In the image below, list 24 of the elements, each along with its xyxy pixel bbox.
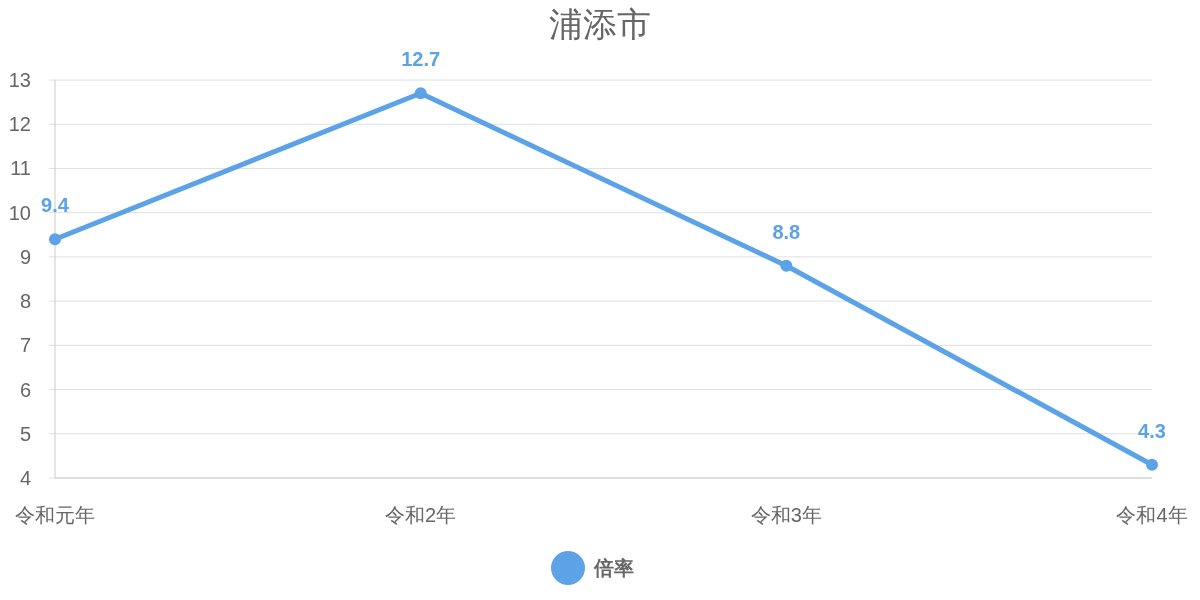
- point: [49, 233, 61, 246]
- data-label: 12.7: [401, 48, 441, 71]
- y-tick-label: 6: [19, 378, 31, 401]
- y-tick-label: 8: [19, 290, 31, 313]
- y-tick-label: 12: [8, 113, 31, 136]
- x-tick-label: 令和3年: [750, 504, 822, 526]
- y-tick-label: 5: [19, 422, 31, 445]
- point: [780, 259, 793, 272]
- legend-label: 倍率: [593, 557, 634, 579]
- data-label: 8.8: [772, 220, 801, 243]
- chart-title: 浦添市: [549, 5, 651, 43]
- y-tick-label: 13: [8, 69, 31, 91]
- y-tick-label: 7: [19, 334, 31, 357]
- data-label: 4.3: [1138, 419, 1166, 442]
- y-tick-label: 10: [8, 201, 31, 224]
- point: [414, 87, 427, 100]
- x-tick-label: 令和4年: [1116, 504, 1188, 526]
- x-tick-label: 令和元年: [15, 504, 95, 526]
- y-tick-label: 11: [10, 157, 31, 180]
- y-tick-label: 4: [19, 467, 31, 489]
- y-tick-label: 9: [19, 245, 31, 268]
- point: [1146, 458, 1158, 471]
- data-label: 9.4: [41, 194, 70, 217]
- x-tick-label: 令和2年: [385, 504, 457, 526]
